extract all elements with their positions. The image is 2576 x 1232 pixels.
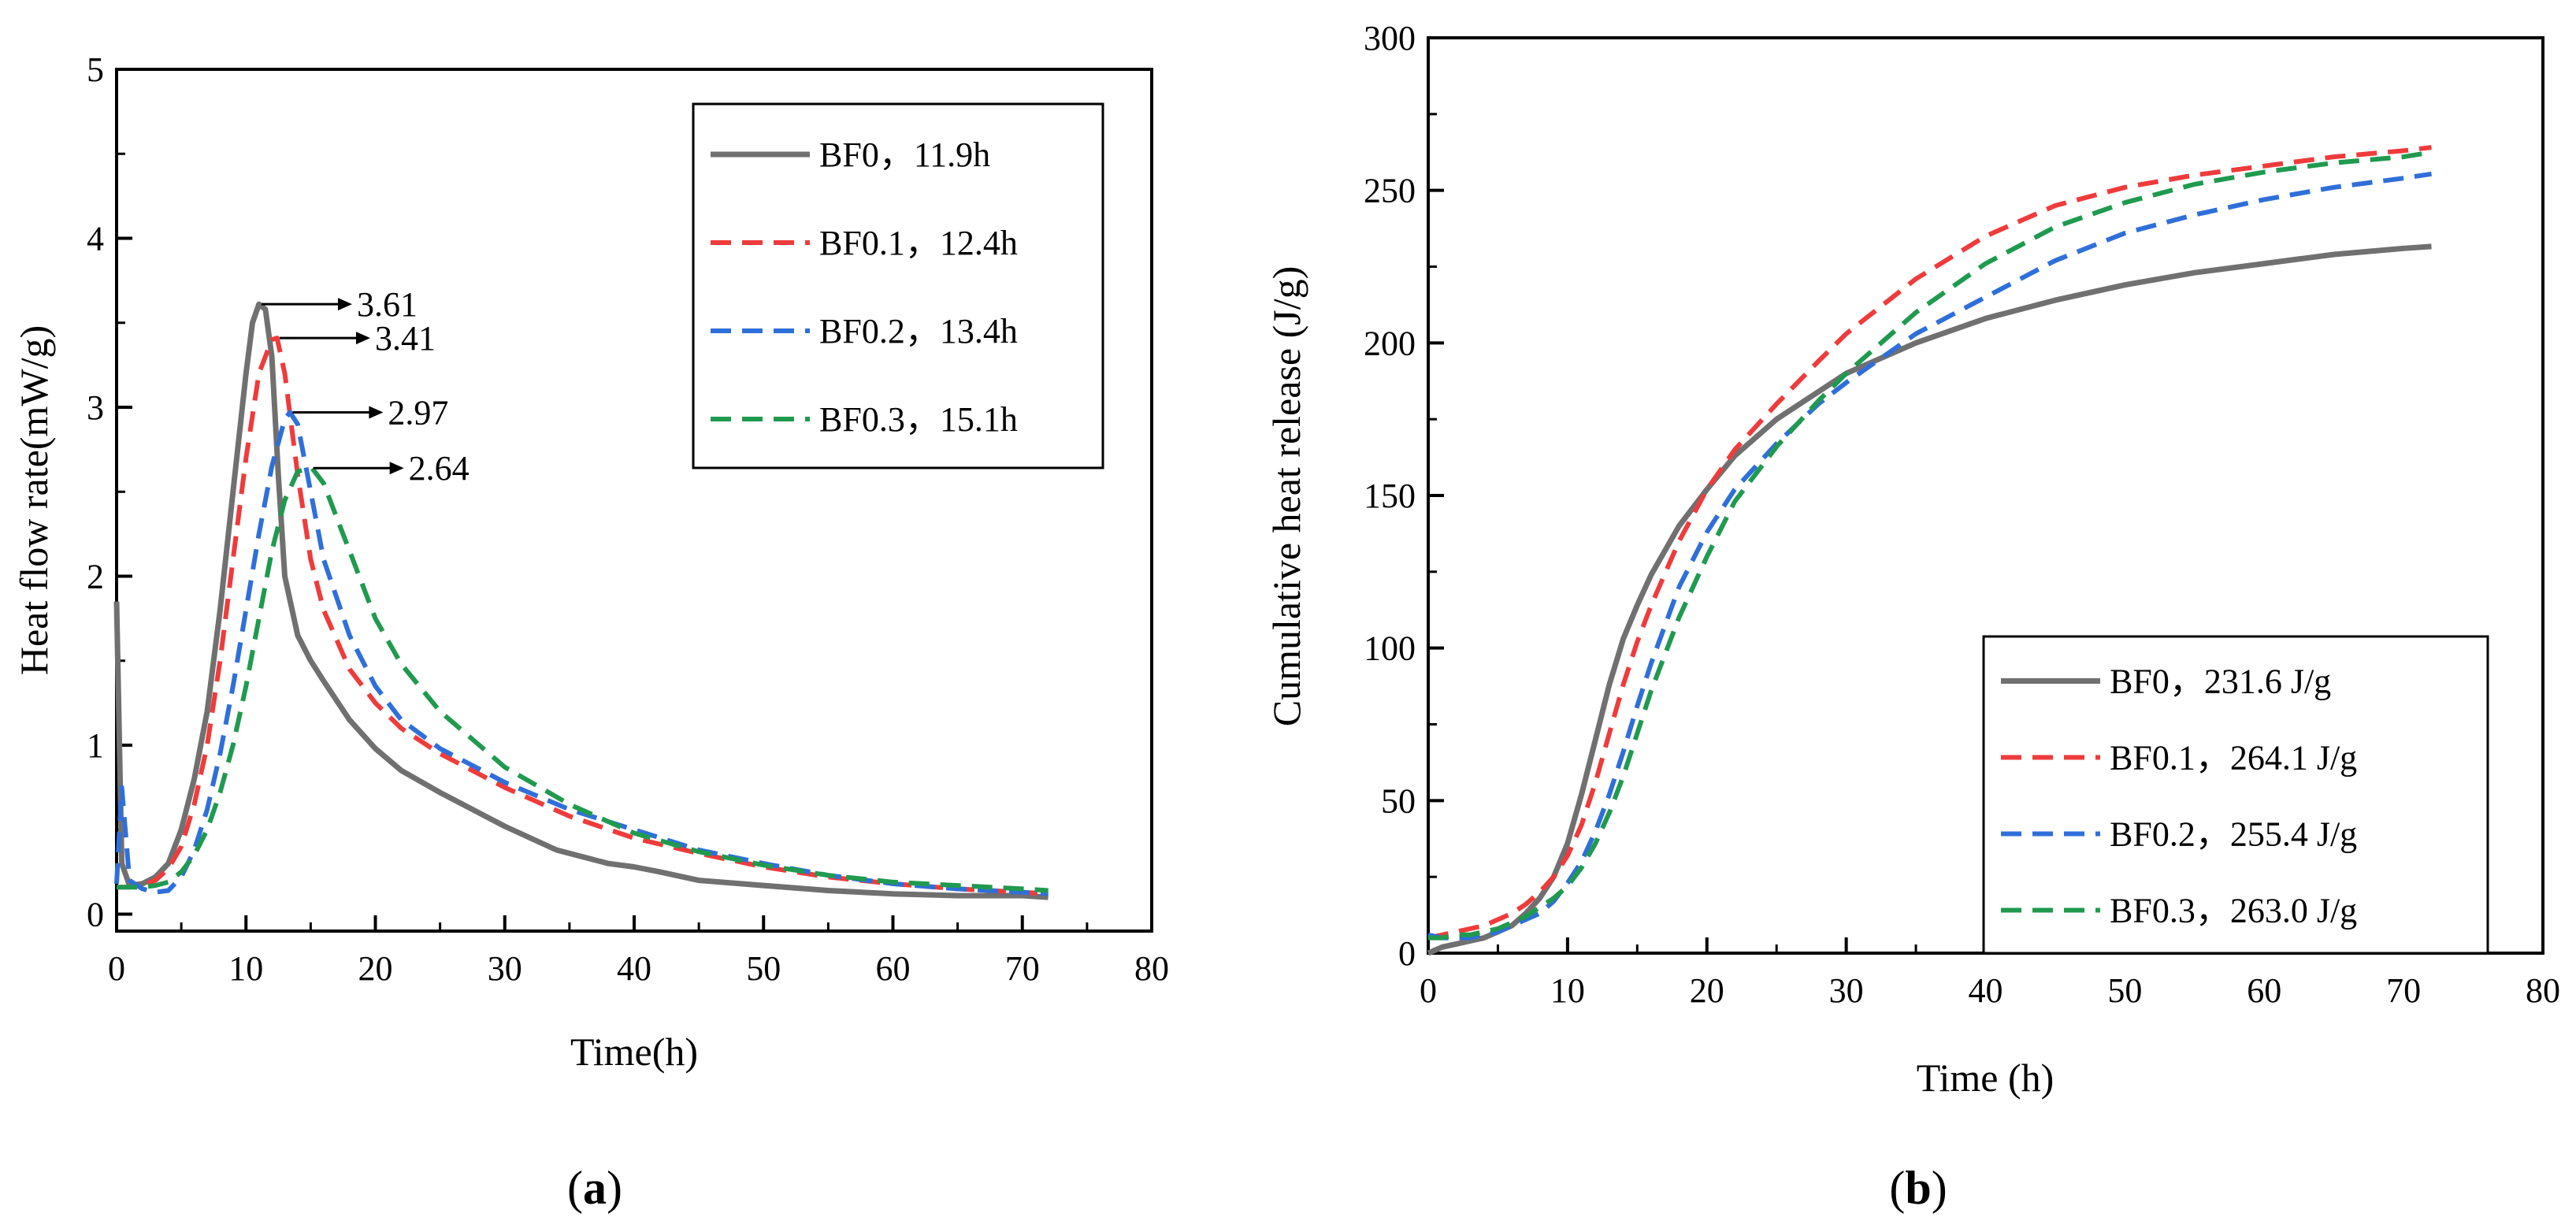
- panel-a-y-tick-label: 3: [87, 388, 104, 427]
- panel-a-x-tick-label: 60: [876, 949, 911, 988]
- panel-a-x-tick-label: 30: [488, 949, 522, 988]
- panel-b-x-tick-label: 20: [1690, 971, 1724, 1010]
- panel-b-legend-box: [1982, 635, 2489, 955]
- panel-b-label: (b): [1889, 1162, 1947, 1214]
- panel-b-y-tick-label: 100: [1364, 629, 1416, 668]
- panel-b-y-tick-label: 150: [1364, 477, 1416, 515]
- panel-a-legend-box: [692, 102, 1104, 469]
- panel-b-series-line-bf0-1: [1427, 145, 2432, 941]
- peak-annotation-label: 2.64: [409, 449, 470, 488]
- panel-b-x-tick-label: 0: [1420, 971, 1437, 1010]
- panel-a-x-tick-label: 20: [358, 949, 393, 988]
- peak-annotation-arrowhead: [355, 332, 370, 345]
- panel-b-y-axis-title: Cumulative heat release (J/g): [1264, 266, 1308, 727]
- panel-a-y-tick-label: 1: [87, 726, 104, 765]
- panel-b-y-tick-label: 250: [1364, 172, 1416, 210]
- panel-a-x-tick-label: 50: [746, 949, 781, 988]
- panel-a-series-group: [113, 301, 1049, 900]
- panel-a-x-tick-label: 80: [1134, 949, 1169, 988]
- panel-b-x-tick-label: 50: [2107, 971, 2142, 1010]
- panel-a-label-letter: a: [583, 1162, 607, 1214]
- peak-annotation-label: 2.97: [388, 393, 448, 432]
- panel-a-legend: BF0，11.9h BF0.1，12.4h BF0.2，13.4h BF0.3，15.…: [692, 102, 1104, 469]
- panel-b-legend-label: BF0.3，263.0 J/g: [2110, 892, 2357, 930]
- panel-b-x-tick-label: 30: [1829, 971, 1864, 1010]
- panel-a-x-axis-title: Time(h): [570, 1030, 698, 1074]
- panel-b-x-tick-label: 70: [2386, 971, 2421, 1010]
- panel-b-x-tick-label: 10: [1550, 971, 1585, 1010]
- panel-a-series-line-bf0-3: [117, 466, 1049, 893]
- panel-a-x-tick-label: 10: [228, 949, 263, 988]
- panel-b-legend-label: BF0.2，255.4 J/g: [2110, 815, 2357, 854]
- panel-b-x-tick-label: 60: [2247, 971, 2281, 1010]
- peak-annotation-arrowhead: [389, 462, 404, 475]
- peak-annotation-arrowhead: [369, 406, 384, 419]
- panel-a-legend-label: BF0.3，15.1h: [819, 400, 1018, 439]
- panel-a-y-tick-label: 4: [87, 220, 104, 258]
- panel-a-legend-label: BF0.2，13.4h: [819, 312, 1018, 351]
- panel-a-x-tick-label: 40: [617, 949, 651, 988]
- panel-a-y-tick-label: 5: [87, 50, 104, 89]
- panel-b-x-axis-title: Time (h): [1917, 1056, 2054, 1100]
- panel-b-x-tick-label: 80: [2526, 971, 2560, 1010]
- panel-a-y-tick-label: 2: [87, 558, 104, 596]
- chart-panel-b: 0 10 20 30 40 50 60 70 80 0 50 100 150 200 250 300 BF0，…: [1264, 19, 2560, 1214]
- panel-b-legend: BF0，231.6 J/g BF0.1，264.1 J/g BF0.2，255.4 …: [1982, 635, 2489, 955]
- panel-a-label: (a): [567, 1162, 622, 1214]
- panel-b-series-group: [1427, 145, 2432, 956]
- panel-a-ticks: 0 10 20 30 40 50 60 70 80 0 1 2 3 4 5: [87, 50, 1169, 988]
- peak-annotation-arrowhead: [337, 298, 352, 311]
- peak-annotation-label: 3.61: [357, 285, 418, 324]
- panel-b-y-tick-label: 0: [1398, 934, 1416, 973]
- panel-a-y-tick-label: 0: [87, 896, 104, 934]
- panel-a-legend-label: BF0，11.9h: [819, 135, 990, 174]
- panel-b-y-tick-label: 50: [1381, 781, 1416, 820]
- panel-b-y-tick-label: 300: [1364, 19, 1416, 58]
- peak-annotation-label: 3.41: [375, 319, 436, 358]
- panel-b-label-letter: b: [1905, 1162, 1931, 1214]
- panel-a-y-axis-title: Heat flow rate(mW/g): [12, 325, 56, 675]
- panel-a-legend-label: BF0.1，12.4h: [819, 224, 1018, 262]
- chart-panel-a: 0 10 20 30 40 50 60 70 80 0 1 2 3 4 5 3.613.41 2.97 2.64…: [12, 50, 1169, 1214]
- panel-a-annotations: 3.613.41 2.97 2.64: [261, 285, 470, 488]
- panel-b-series-line-bf0-2: [1427, 171, 2432, 941]
- panel-a-x-tick-label: 0: [108, 949, 125, 988]
- panel-b-y-tick-label: 200: [1364, 324, 1416, 362]
- panel-a-series-line-bf0: [113, 301, 1049, 900]
- panel-b-series-line-bf0-3: [1428, 150, 2432, 941]
- panel-b-x-tick-label: 40: [1969, 971, 2003, 1010]
- panel-b-legend-label: BF0，231.6 J/g: [2110, 662, 2331, 701]
- panel-b-ticks: 0 10 20 30 40 50 60 70 80 0 50 100 150 200 250 300: [1364, 19, 2560, 1010]
- panel-b-legend-label: BF0.1，264.1 J/g: [2110, 739, 2357, 777]
- panel-a-x-tick-label: 70: [1005, 949, 1040, 988]
